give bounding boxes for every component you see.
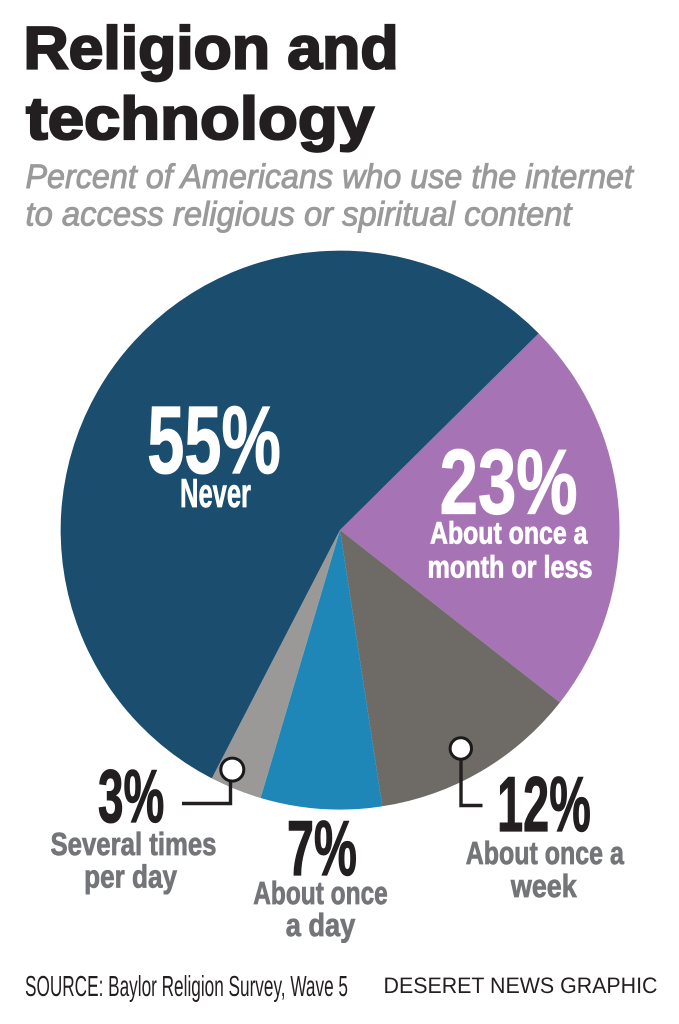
svg-text:3%: 3% — [98, 754, 164, 838]
svg-text:a day: a day — [286, 907, 356, 943]
svg-text:to access religious or spiritu: to access religious or spiritual content — [26, 196, 573, 234]
svg-text:About once: About once — [253, 875, 388, 911]
svg-text:Several times: Several times — [51, 826, 217, 862]
svg-text:Religion and: Religion and — [24, 15, 399, 82]
svg-text:Percent of Americans who use t: Percent of Americans who use the interne… — [26, 158, 635, 196]
svg-text:About once a: About once a — [430, 516, 588, 551]
svg-text:About once a: About once a — [466, 835, 624, 871]
svg-text:SOURCE: Baylor Religion Survey: SOURCE: Baylor Religion Survey, Wave 5 — [25, 971, 348, 1003]
svg-text:7%: 7% — [287, 804, 357, 892]
svg-text:month or less: month or less — [427, 549, 592, 584]
svg-text:week: week — [510, 868, 577, 904]
svg-text:55%: 55% — [147, 387, 281, 494]
svg-text:23%: 23% — [440, 432, 578, 534]
svg-text:12%: 12% — [497, 760, 591, 848]
svg-text:DESERET NEWS GRAPHIC: DESERET NEWS GRAPHIC — [384, 973, 658, 998]
svg-text:technology: technology — [26, 85, 375, 152]
svg-text:per day: per day — [84, 858, 177, 894]
svg-text:Never: Never — [180, 470, 251, 516]
